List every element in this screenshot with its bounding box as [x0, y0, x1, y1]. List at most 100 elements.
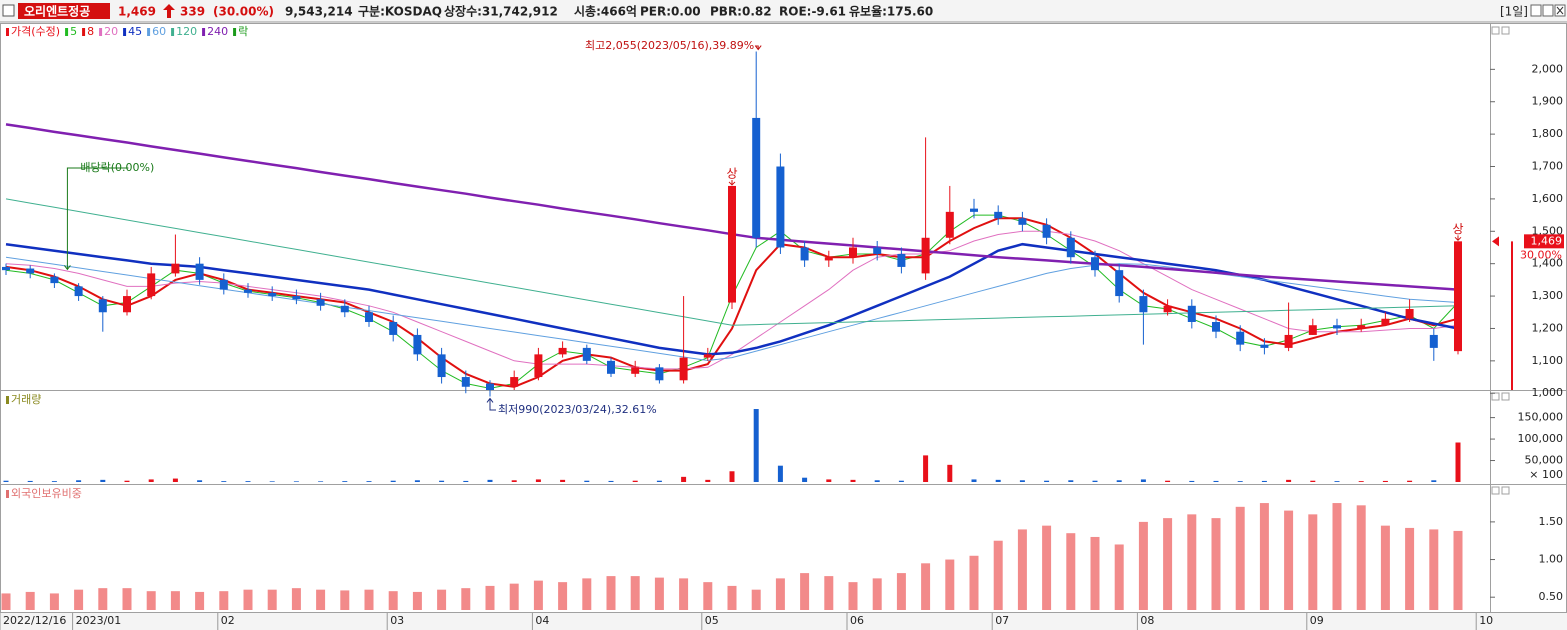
- candle-body: [486, 383, 494, 390]
- candle-body: [1115, 270, 1124, 297]
- foreign-bar: [316, 589, 326, 610]
- volume-bar: [1334, 481, 1340, 482]
- foreign-bar: [364, 589, 374, 610]
- candle-body: [1139, 296, 1148, 313]
- candle-body: [1357, 325, 1366, 329]
- foreign-bar: [1284, 510, 1294, 610]
- candle-body: [413, 334, 422, 355]
- change-pct: (30.00%): [213, 5, 274, 19]
- foreign-bar: [582, 578, 592, 610]
- price: 1,469: [118, 5, 156, 19]
- foreign-bar: [1017, 529, 1027, 610]
- pbr: PBR:0.82: [710, 5, 772, 19]
- y-tick-label: 1,900: [1532, 95, 1564, 108]
- candle-body: [1429, 334, 1438, 348]
- legend-label: 240: [207, 25, 228, 38]
- last-price-pointer: [1492, 236, 1499, 247]
- period[interactable]: [1일]: [1500, 5, 1528, 19]
- volume-bar: [850, 479, 856, 482]
- y-tick-label: 50,000: [1525, 454, 1564, 467]
- legend-label: 60: [152, 25, 166, 38]
- y-tick-label: 1,600: [1532, 192, 1564, 205]
- high-annotation: 최고2,055(2023/05/16),39.89%: [585, 39, 754, 52]
- foreign-bar: [533, 580, 543, 610]
- volume-bar: [1382, 480, 1388, 482]
- volume-bar: [560, 479, 566, 482]
- panel-button[interactable]: [1491, 392, 1500, 401]
- volume-bar: [681, 476, 687, 482]
- foreign-bar: [461, 588, 471, 610]
- y-tick-label: 1,300: [1532, 289, 1564, 302]
- minimize-button[interactable]: [1530, 4, 1542, 17]
- candle-body: [607, 360, 615, 374]
- moving-average-line: [5, 198, 1459, 326]
- candle-body: [921, 237, 930, 274]
- foreign-bar: [558, 582, 568, 610]
- candle-body: [1454, 241, 1462, 352]
- maximize-button[interactable]: [1542, 4, 1554, 17]
- volume-bar: [172, 478, 178, 482]
- volume-bar: [1019, 480, 1025, 482]
- foreign-bar: [1066, 533, 1076, 610]
- foreign-bar: [485, 585, 495, 610]
- panel-button[interactable]: [1491, 26, 1500, 35]
- panel-button[interactable]: [1501, 486, 1510, 495]
- volume-bar: [51, 481, 57, 482]
- volume-bar: [124, 480, 130, 482]
- candle-body: [558, 347, 567, 355]
- y-tick-label: 1,100: [1532, 354, 1564, 367]
- volume-bar: [1189, 480, 1195, 482]
- candle-body: [1381, 318, 1390, 326]
- legend-label: 가격(수정): [11, 25, 60, 38]
- market-cap: 시총:466억: [574, 4, 637, 19]
- volume-bar: [995, 479, 1001, 482]
- candle-body: [1042, 224, 1051, 238]
- legend-swatch: [99, 28, 103, 36]
- volume-bar: [269, 481, 275, 482]
- market: 구분:KOSDAQ: [358, 5, 442, 19]
- foreign-bar: [1259, 503, 1269, 610]
- volume-bar: [826, 479, 832, 482]
- legend-swatch: [6, 396, 9, 404]
- candle-body: [945, 211, 954, 238]
- foreign-bar: [1405, 527, 1415, 610]
- y-tick-label: 2,000: [1532, 62, 1564, 75]
- candle-body: [897, 253, 906, 267]
- candle-body: [171, 263, 180, 274]
- volume-bar: [971, 479, 977, 482]
- volume-bar: [898, 480, 904, 482]
- foreign-bar: [1453, 530, 1463, 610]
- x-tick-label: 09: [1310, 614, 1324, 627]
- volume-bar: [511, 480, 517, 482]
- volume-bar: [1261, 480, 1267, 482]
- candle-body: [824, 257, 833, 261]
- foreign-bar: [872, 578, 882, 610]
- stock-name: 오리엔트정공: [24, 4, 90, 19]
- candle-body: [147, 273, 156, 297]
- checkbox[interactable]: [2, 4, 15, 17]
- candle-body: [2, 266, 10, 271]
- legend-swatch: [233, 28, 237, 36]
- up-arrow: [163, 4, 175, 18]
- limit-up-marker: 상: [1452, 222, 1463, 236]
- candle-body: [1405, 309, 1414, 319]
- candle-body: [461, 377, 470, 387]
- y-tick-label: 1,800: [1532, 127, 1564, 140]
- foreign-bar: [1356, 505, 1366, 610]
- moving-average-line: [5, 242, 1459, 356]
- candle-body: [123, 296, 131, 313]
- panel-button[interactable]: [1491, 486, 1500, 495]
- foreign-bar: [921, 563, 931, 610]
- volume-bar: [197, 480, 203, 482]
- foreign-bar: [291, 588, 301, 610]
- panel-button[interactable]: [1501, 392, 1510, 401]
- foreign-bar: [340, 590, 350, 610]
- foreign-bar: [412, 591, 422, 610]
- volume: 9,543,214: [285, 5, 353, 19]
- reserve-ratio: 유보율:175.60: [849, 5, 933, 19]
- candle-body: [1260, 344, 1269, 348]
- panel-button[interactable]: [1501, 26, 1510, 35]
- x-tick-label: 02: [221, 614, 235, 627]
- x-tick-label: 07: [995, 614, 1009, 627]
